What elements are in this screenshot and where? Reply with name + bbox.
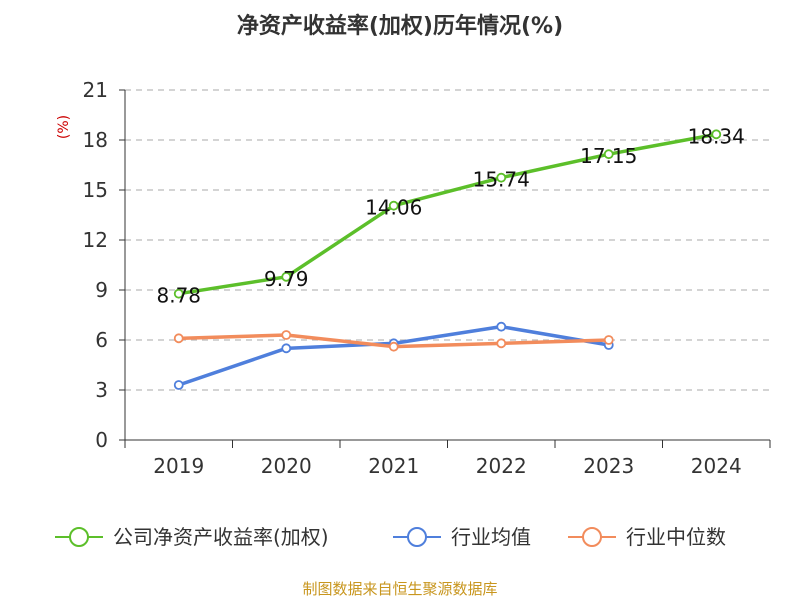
legend-marker	[582, 527, 602, 547]
y-tick-label: 18	[83, 128, 108, 152]
data-labels: 8.78 9.79 14.06 15.74 17.15 18.34	[156, 124, 744, 307]
data-point	[173, 333, 184, 344]
y-tick-label: 9	[95, 278, 108, 302]
y-tick-label: 0	[95, 428, 108, 452]
data-point	[603, 335, 614, 345]
legend: 公司净资产收益率(加权) 行业均值 行业中位数	[55, 525, 726, 549]
data-point	[281, 343, 292, 354]
data-point	[281, 330, 292, 340]
data-point	[496, 338, 507, 349]
series-line	[178, 132, 717, 296]
x-tick-label: 2024	[691, 454, 742, 478]
data-point	[388, 341, 399, 352]
data-label: 14.06	[365, 196, 422, 220]
source-note: 制图数据来自恒生聚源数据库	[302, 580, 497, 598]
y-tick-label: 3	[95, 378, 108, 402]
data-label: 9.79	[264, 267, 309, 291]
data-point	[388, 200, 399, 211]
legend-label: 行业中位数	[626, 525, 726, 549]
data-label: 15.74	[473, 168, 530, 192]
y-tick-label: 21	[83, 78, 108, 102]
data-label: 17.15	[580, 144, 637, 168]
legend-marker	[69, 527, 89, 547]
y-tick-label: 15	[83, 178, 108, 202]
x-tick-label: 2022	[476, 454, 527, 478]
x-tick-label: 2020	[261, 454, 312, 478]
data-point	[173, 380, 184, 390]
legend-marker	[407, 527, 427, 547]
x-tick-label: 2019	[153, 454, 204, 478]
data-point	[281, 271, 292, 282]
x-tick-label: 2021	[368, 454, 419, 478]
axes: 0 3 6 9 12 15 18 21 2019 2020 2021 2022 2023 2024	[83, 78, 771, 478]
legend-label: 公司净资产收益率(加权)	[113, 525, 329, 549]
data-point	[711, 129, 722, 140]
x-tick-label: 2023	[583, 454, 634, 478]
data-point	[173, 288, 184, 299]
data-point	[496, 172, 507, 183]
legend-label: 行业均值	[451, 525, 531, 549]
y-tick-label: 6	[95, 328, 108, 352]
data-label: 8.78	[156, 284, 201, 308]
series-lines	[173, 129, 722, 390]
data-point	[603, 149, 614, 160]
data-label: 18.34	[688, 124, 745, 148]
data-point	[496, 321, 507, 332]
y-axis-unit: (%)	[56, 115, 72, 139]
y-tick-label: 12	[83, 228, 108, 252]
chart-title: 净资产收益率(加权)历年情况(%)	[237, 13, 563, 39]
